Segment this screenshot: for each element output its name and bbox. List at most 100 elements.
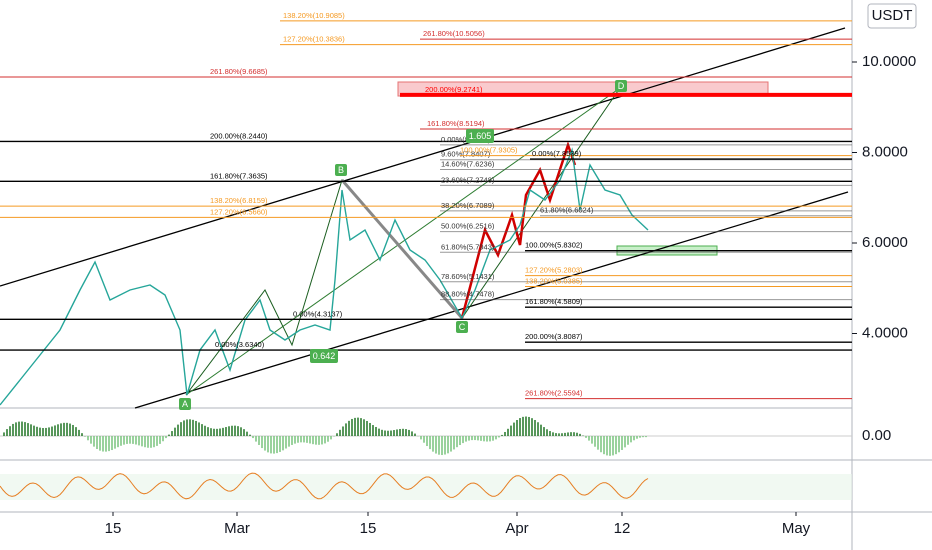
histogram-bar [99,436,101,451]
histogram-bar [309,436,311,444]
histogram-bar [558,433,560,436]
histogram-bar [174,427,176,436]
histogram-bar [495,436,497,440]
histogram-bar [33,425,35,436]
histogram-bar [384,430,386,436]
histogram-bar [477,436,479,441]
fib-level-label: 161.80%(8.5194) [427,119,485,128]
histogram-bar [297,436,299,443]
histogram-bar [381,429,383,436]
histogram-bar [645,436,647,438]
histogram-bar [441,436,443,456]
histogram-bar [114,436,116,449]
histogram-bar [15,422,17,436]
time-tick-label: Mar [224,520,250,537]
histogram-bar [294,436,296,444]
fib-level-label: 0.00%(3.6340) [215,340,265,349]
fib-level-label: 100.00%(7.9305) [460,146,518,155]
histogram-bar [402,428,404,436]
histogram-bar [576,432,578,436]
rsi-band [0,474,852,500]
price-tick-label: 6.0000 [862,234,908,251]
histogram-bar [408,429,410,436]
histogram-bar [84,436,86,437]
histogram-bar [258,436,260,445]
ratio-label: 0.642 [313,351,336,361]
pattern-point: A [182,399,188,409]
currency: USDT [872,7,913,24]
histogram-bar [240,427,242,436]
histogram-bar [348,420,350,436]
histogram-bar [261,436,263,449]
histogram-bar [285,436,287,449]
histogram-bar [60,423,62,436]
histogram-bar [132,436,134,444]
histogram-bar [504,431,506,436]
histogram-bar [30,424,32,436]
histogram-bar [612,436,614,456]
fib-level-label: 88.80%(4.7478) [441,290,495,299]
histogram-bar [243,429,245,436]
histogram-bar [267,436,269,453]
histogram-bar [117,436,119,448]
histogram-bar [138,436,140,446]
histogram-bar [525,416,527,436]
fib-level-label: 161.80%(7.3635) [210,171,268,180]
histogram-bar [363,419,365,436]
histogram-bar [189,419,191,436]
histogram-bar [435,436,437,454]
time-tick-label: Apr [505,520,528,537]
histogram-bar [324,436,326,444]
histogram-bar [162,436,164,442]
fib-level-label: 23.60%(7.2748) [441,175,495,184]
pattern-point-badge [179,398,191,410]
histogram-bar [150,436,152,448]
fib-level-label: 161.80%(4.5809) [525,297,583,306]
histogram-bar [291,436,293,445]
histogram-bar [456,436,458,448]
histogram-bar [486,436,488,442]
pattern-point: D [618,81,625,91]
histogram-bar [123,436,125,445]
histogram-bar [315,436,317,445]
fib-level-label: 127.20%(5.2803) [525,266,583,275]
histogram-bar [282,436,284,451]
histogram-bar [264,436,266,451]
histogram-bar [360,418,362,436]
histogram-bar [474,436,476,441]
pattern-point-badge [615,80,627,92]
histogram-bar [600,436,602,453]
histogram-bar [6,429,8,436]
histogram-bar [438,436,440,455]
histogram-bar [540,424,542,436]
ratio-badge [466,129,494,143]
histogram-bar [147,436,149,448]
pattern-point: B [338,165,344,175]
histogram-bar [597,436,599,450]
fib-level-label: 14.60%(7.6236) [441,160,495,169]
pattern-outline [185,87,621,396]
histogram-bar [393,430,395,436]
histogram-bar [366,420,368,436]
histogram-bar [534,420,536,436]
histogram-bar [24,422,26,436]
histogram-bar [69,423,71,436]
histogram-bar [321,436,323,445]
histogram-bar [498,436,500,438]
histogram-bar [357,417,359,436]
histogram-bar [156,436,158,446]
histogram-bar [276,436,278,454]
histogram-bar [198,422,200,436]
histogram-bar [183,420,185,436]
fib-level-label: 61.80%(5.7943) [441,242,495,251]
histogram-bar [75,427,77,436]
histogram-bar [423,436,425,443]
histogram-bar [492,436,494,441]
histogram-bar [120,436,122,446]
histogram-bar [567,432,569,436]
histogram-bar [354,417,356,436]
histogram-bar [390,430,392,436]
histogram-bar [345,423,347,436]
fib-level-label: 78.60%(5.1431) [441,272,495,281]
histogram-bar [27,423,29,436]
